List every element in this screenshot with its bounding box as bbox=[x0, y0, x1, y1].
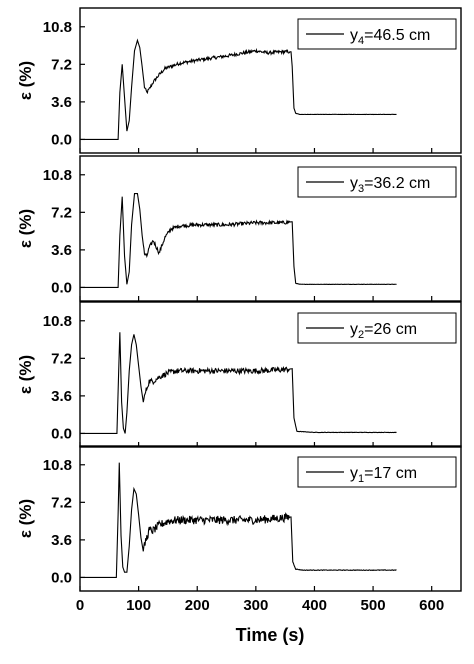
x-tick-label: 500 bbox=[361, 597, 386, 614]
legend: y2=26 cm bbox=[297, 312, 457, 344]
x-tick-label: 400 bbox=[302, 597, 327, 614]
legend-label: y2=26 cm bbox=[350, 321, 417, 341]
y-tick-label: 7.2 bbox=[51, 56, 72, 73]
panels: 0.0 3.6 7.2 10.8 ε (%) y4=46.5 cm 0.0 3.6 7.2 10.… bbox=[16, 7, 462, 614]
legend: y1=17 cm bbox=[297, 456, 457, 488]
y-tick-label: 7.2 bbox=[51, 350, 72, 367]
panel-3: 0.0 3.6 7.2 10.8 ε (%) y2=26 cm bbox=[16, 301, 462, 448]
y-axis-label: ε (%) bbox=[16, 209, 35, 248]
plot-frame bbox=[79, 7, 462, 154]
x-axis-label: Time (s) bbox=[236, 625, 305, 645]
y-tick-label: 10.8 bbox=[43, 167, 72, 184]
x-tick-label: 200 bbox=[185, 597, 210, 614]
y-tick-label: 10.8 bbox=[43, 313, 72, 330]
y-tick-label: 10.8 bbox=[43, 19, 72, 36]
y-tick-label: 3.6 bbox=[51, 242, 72, 259]
legend-label: y3=36.2 cm bbox=[350, 175, 430, 195]
y-tick-label: 0.0 bbox=[51, 569, 72, 586]
plot-frame bbox=[79, 445, 462, 592]
panel-4: 0.0 3.6 7.2 10.8 0 100 200 300 400 500 600 ε (%) y1=… bbox=[16, 445, 462, 614]
x-tick-label: 100 bbox=[126, 597, 151, 614]
legend: y3=36.2 cm bbox=[297, 166, 457, 198]
plot-frame bbox=[79, 301, 462, 448]
panel-1: 0.0 3.6 7.2 10.8 ε (%) y4=46.5 cm bbox=[16, 7, 462, 154]
y-tick-label: 0.0 bbox=[51, 131, 72, 148]
x-tick-label: 0 bbox=[76, 597, 84, 614]
panel-2: 0.0 3.6 7.2 10.8 ε (%) y3=36.2 cm bbox=[16, 155, 462, 302]
y-tick-label: 0.0 bbox=[51, 425, 72, 442]
x-tick-label: 600 bbox=[419, 597, 444, 614]
legend: y4=46.5 cm bbox=[297, 18, 457, 50]
series-line bbox=[80, 38, 397, 140]
series-line bbox=[80, 332, 397, 434]
y-tick-label: 0.0 bbox=[51, 279, 72, 296]
y-tick-label: 7.2 bbox=[51, 494, 72, 511]
y-tick-label: 3.6 bbox=[51, 94, 72, 111]
x-tick-label: 300 bbox=[243, 597, 268, 614]
series-line bbox=[80, 193, 397, 288]
y-tick-label: 7.2 bbox=[51, 204, 72, 221]
plot-frame bbox=[79, 155, 462, 302]
y-axis-label: ε (%) bbox=[16, 499, 35, 538]
y-tick-label: 10.8 bbox=[43, 457, 72, 474]
y-axis-label: ε (%) bbox=[16, 355, 35, 394]
y-tick-label: 3.6 bbox=[51, 388, 72, 405]
series-line bbox=[80, 462, 397, 578]
y-axis-label: ε (%) bbox=[16, 61, 35, 100]
legend-label: y4=46.5 cm bbox=[350, 27, 430, 47]
y-tick-label: 3.6 bbox=[51, 532, 72, 549]
legend-label: y1=17 cm bbox=[350, 465, 417, 485]
